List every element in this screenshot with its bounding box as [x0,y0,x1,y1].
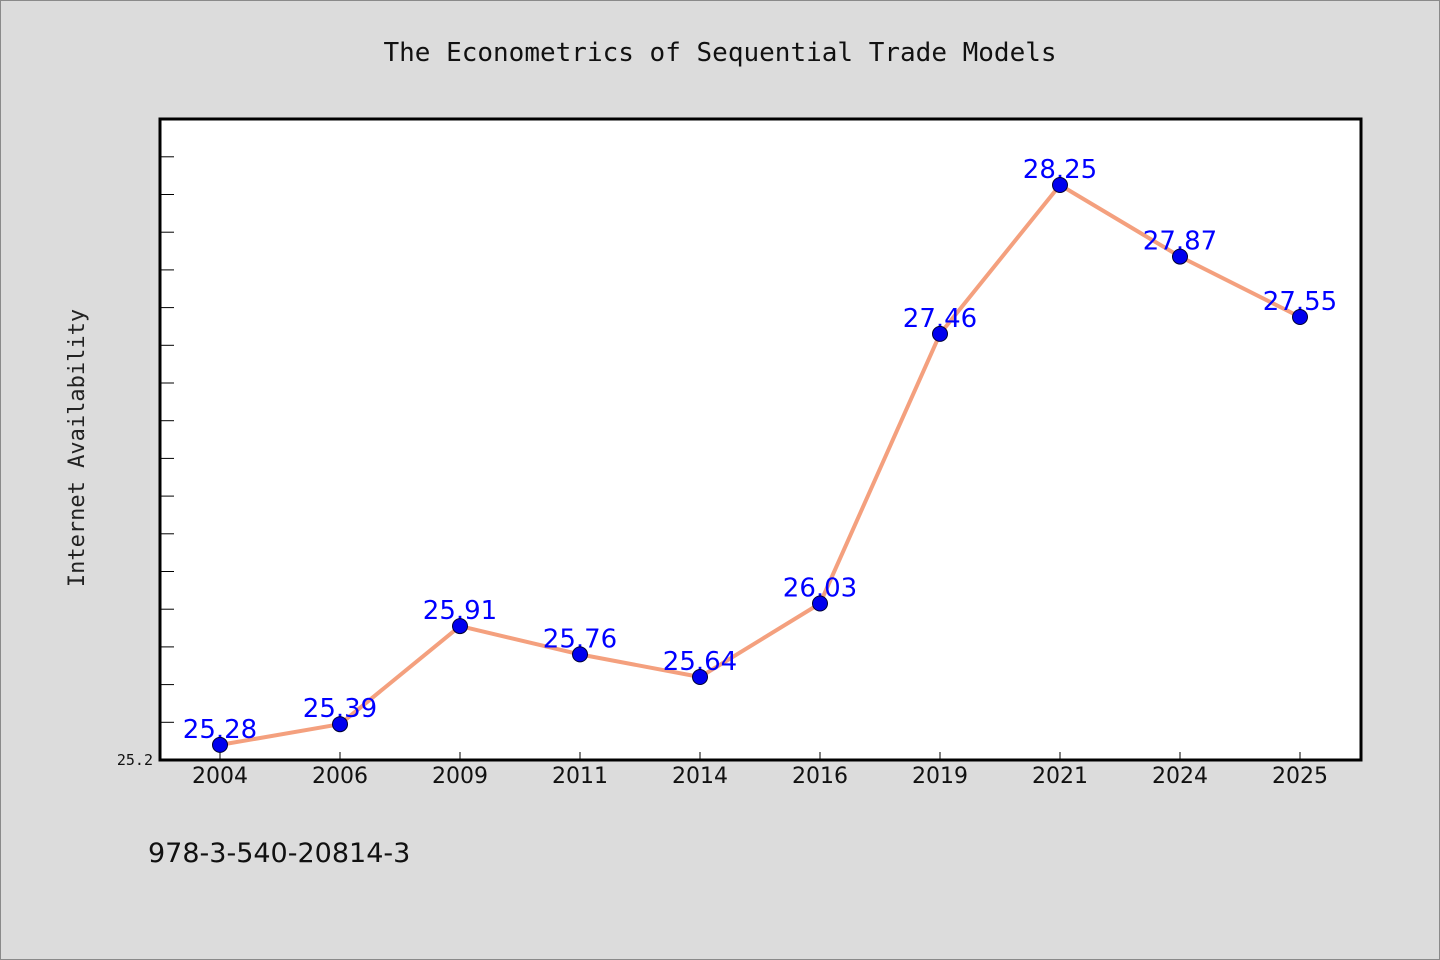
data-point [332,716,348,733]
data-point [692,669,708,685]
x-tick-label: 2014 [672,764,728,789]
x-tick-label: 2004 [192,764,248,789]
x-tick-label: 2006 [312,764,368,789]
chart-title: The Econometrics of Sequential Trade Mod… [383,38,1056,68]
data-point [812,595,828,612]
y-axis-title: Internet Availability [65,309,90,587]
data-point [212,736,228,753]
data-point [1292,309,1308,325]
x-tick-label: 2024 [1152,764,1208,789]
series-line [218,183,1302,747]
y-axis-labels: 25.2 [117,751,153,769]
isbn-footer: 978-3-540-20814-3 [148,838,410,869]
data-point [1052,177,1068,193]
data-markers [212,177,1308,753]
data-point [1172,248,1188,265]
x-tick-label: 2019 [912,764,968,789]
data-point [572,646,588,663]
x-tick-label: 2025 [1272,764,1328,789]
data-point [452,618,468,635]
plot-border [158,117,1363,762]
x-tick-label: 2016 [792,764,848,789]
x-axis-labels: 2004 2006 2009 2011 2014 2016 2019 2021 2024 2025 [192,764,1328,789]
y-tick-label: 25.2 [117,751,153,769]
plot-area [160,119,1361,760]
x-tick-label: 2009 [432,764,488,789]
x-tick-label: 2011 [552,764,608,789]
x-tick-label: 2021 [1032,764,1088,789]
data-point [932,325,948,342]
